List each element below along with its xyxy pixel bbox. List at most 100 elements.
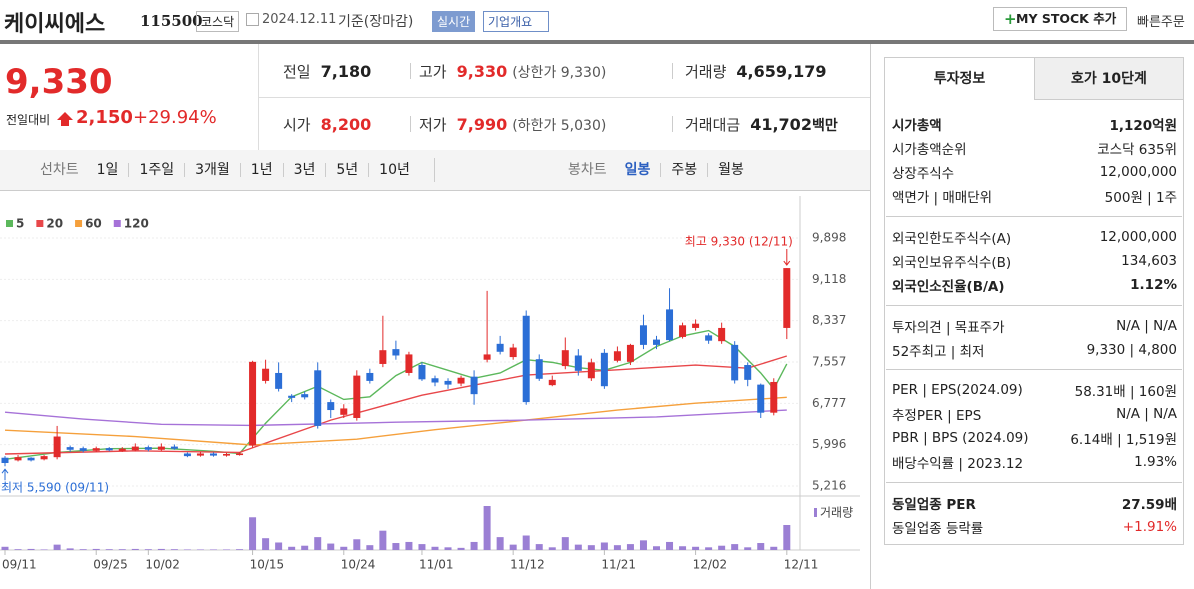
volume-bar bbox=[522, 535, 530, 550]
plus-icon: + bbox=[1004, 10, 1017, 28]
x-tick-label: 10/02 bbox=[145, 558, 180, 572]
low-arrow bbox=[1, 468, 9, 481]
volume-bar bbox=[1, 546, 9, 550]
candle-body bbox=[561, 350, 569, 367]
info-row: 외국인한도주식수(A) 12,000,000 bbox=[892, 226, 1177, 248]
summary-label: 시가 bbox=[283, 116, 311, 134]
candle-body bbox=[170, 446, 178, 449]
summary-label: 거래대금 bbox=[685, 116, 741, 134]
tab-item[interactable]: 월봉 bbox=[707, 163, 754, 177]
y-tick-label: 5,216 bbox=[812, 479, 846, 493]
volume-bar bbox=[40, 549, 48, 550]
volume-bar bbox=[301, 545, 309, 550]
volume-bar bbox=[209, 549, 217, 550]
candle-body bbox=[27, 457, 35, 461]
summary-cell: 거래대금 41,702백만 bbox=[685, 114, 838, 135]
volume-bar bbox=[327, 543, 335, 550]
candle-body bbox=[314, 370, 322, 426]
candle-body bbox=[653, 339, 660, 345]
candle-body bbox=[522, 315, 530, 403]
info-value: N/A | N/A bbox=[1116, 406, 1177, 422]
candle-body bbox=[392, 349, 400, 356]
x-tick-label: 11/12 bbox=[510, 558, 545, 572]
volume-bar bbox=[144, 549, 152, 550]
candle-body bbox=[679, 325, 687, 337]
volume-bar bbox=[66, 548, 74, 550]
tab-item[interactable]: 3년 bbox=[282, 163, 326, 177]
summary-label: 거래량 bbox=[685, 63, 727, 81]
y-tick-label: 6,777 bbox=[812, 396, 846, 410]
chart: 9,898 9,118 8,337 7,557 6,777 5,996 5,216 5 20 60… bbox=[0, 196, 860, 572]
ma-line bbox=[4, 396, 787, 446]
volume-bar bbox=[170, 549, 178, 550]
y-tick-label: 9,898 bbox=[812, 231, 846, 245]
tab-item[interactable]: 3개월 bbox=[184, 163, 240, 177]
panel-tab[interactable]: 투자정보 bbox=[885, 58, 1034, 100]
info-row: 배당수익률 | 2023.12 1.93% bbox=[892, 451, 1177, 473]
candle-body bbox=[249, 361, 257, 446]
panel-tab[interactable]: 호가 10단계 bbox=[1034, 58, 1183, 100]
low-annotation: 최저 5,590 (09/11) bbox=[1, 481, 109, 495]
volume-label: 거래량 bbox=[820, 506, 853, 520]
info-label: 동일업종 등락률 bbox=[892, 521, 984, 537]
y-tick-label: 7,557 bbox=[812, 355, 846, 369]
volume-bar bbox=[470, 541, 478, 550]
candle-body bbox=[509, 347, 517, 358]
volume-bar bbox=[509, 544, 517, 550]
legend-label: 20 bbox=[46, 217, 63, 231]
info-label: 액면가 | 매매단위 bbox=[892, 190, 993, 206]
candle-body bbox=[196, 453, 204, 456]
y-tick-label: 5,996 bbox=[812, 437, 846, 451]
stock-name: 케이씨에스 bbox=[4, 12, 106, 37]
candle-body bbox=[431, 378, 439, 383]
candle-body bbox=[600, 352, 608, 387]
candle-body bbox=[301, 394, 309, 398]
y-tick-label: 8,337 bbox=[812, 313, 846, 327]
legend-swatch bbox=[75, 220, 83, 227]
info-row: 동일업종 PER 27.59배 bbox=[892, 492, 1177, 514]
volume-bar bbox=[92, 548, 100, 550]
info-label: 동일업종 PER bbox=[892, 497, 976, 513]
volume-bar bbox=[105, 549, 113, 550]
tab-item[interactable]: 일봉 bbox=[624, 162, 651, 178]
candle-body bbox=[705, 335, 713, 341]
volume-bar bbox=[236, 549, 244, 550]
volume-bar bbox=[613, 545, 621, 550]
volume-bar bbox=[314, 537, 322, 550]
header-bar bbox=[0, 40, 1194, 44]
tab-item[interactable]: 1일 bbox=[96, 162, 119, 178]
legend-swatch bbox=[113, 220, 121, 227]
candle-body bbox=[405, 354, 413, 373]
legend-swatch bbox=[814, 508, 817, 517]
info-value: 6.14배 | 1,519원 bbox=[1070, 432, 1177, 448]
candle-body bbox=[340, 408, 348, 415]
overview-button[interactable]: 기업개요 bbox=[483, 11, 550, 32]
tab-item[interactable]: 주봉 bbox=[660, 163, 707, 177]
info-label: 시가총액 bbox=[892, 118, 942, 134]
tab-item[interactable]: 10년 bbox=[368, 163, 420, 177]
candle-body bbox=[639, 325, 647, 345]
volume-bar bbox=[340, 546, 348, 550]
candle-body bbox=[14, 457, 22, 461]
volume-bar bbox=[27, 548, 35, 550]
candle-body bbox=[223, 454, 231, 456]
legend-swatch bbox=[6, 220, 13, 227]
tab-item[interactable]: 5년 bbox=[325, 163, 368, 177]
section-divider bbox=[886, 305, 1182, 306]
info-row: PBR | BPS (2024.09) 6.14배 | 1,519원 bbox=[892, 427, 1177, 449]
info-value: 500원 | 1주 bbox=[1104, 190, 1177, 206]
info-value: 1.12% bbox=[1130, 277, 1177, 293]
info-label: PER | EPS(2024.09) bbox=[892, 382, 1023, 398]
info-value: 9,330 | 4,800 bbox=[1086, 342, 1177, 358]
candle-body bbox=[1, 457, 9, 464]
tab-item[interactable]: 1년 bbox=[239, 163, 283, 177]
realtime-badge[interactable]: 실시간 bbox=[432, 11, 476, 32]
x-tick-label: 12/02 bbox=[693, 558, 728, 572]
info-value: 12,000,000 bbox=[1099, 164, 1177, 180]
candle-body bbox=[718, 327, 726, 342]
summary-value: 8,200 bbox=[320, 115, 372, 134]
candle-body bbox=[770, 381, 778, 413]
my-stock-button[interactable]: MY STOCK 추가 bbox=[993, 7, 1128, 31]
tab-item[interactable]: 1주일 bbox=[128, 163, 184, 177]
quick-order[interactable]: 빠른주문 bbox=[1137, 15, 1185, 30]
